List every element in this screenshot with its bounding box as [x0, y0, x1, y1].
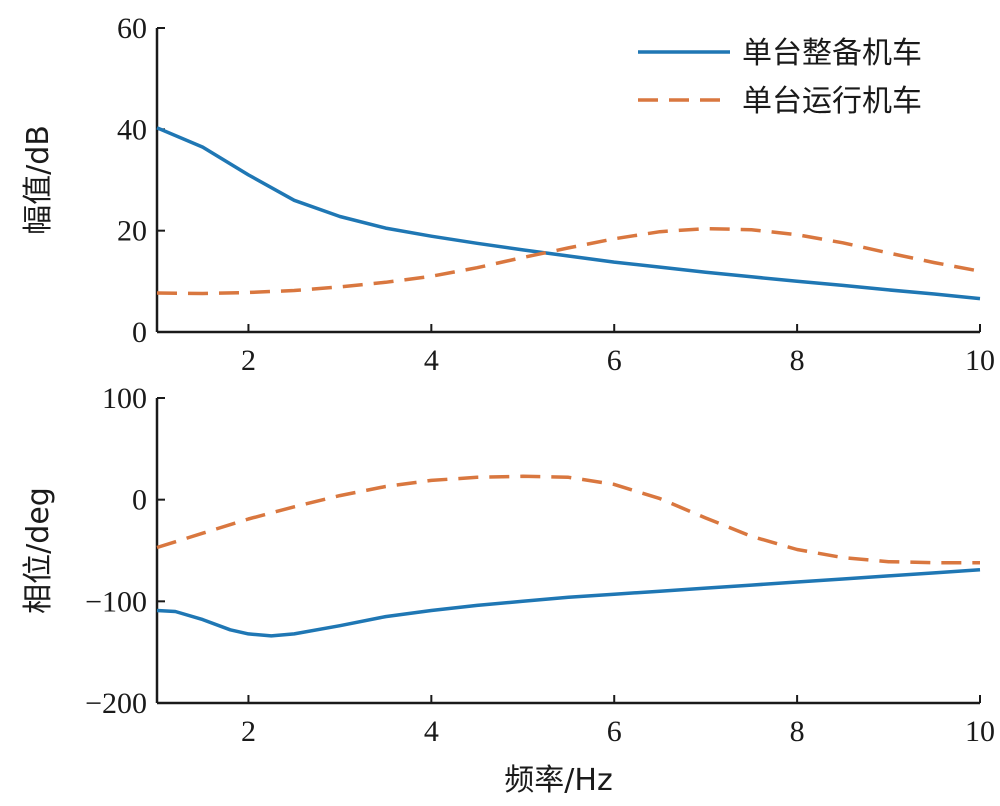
phase-x-axis-label: 频率/Hz — [504, 763, 612, 798]
phase-y-tick-label: 100 — [102, 382, 147, 415]
magnitude-x-tick-label: 4 — [424, 344, 439, 377]
magnitude-x-tick-label: 10 — [965, 344, 995, 377]
phase-series-line-2 — [156, 474, 980, 565]
magnitude-series-line-2 — [156, 226, 981, 296]
phase-x-tick-label: 10 — [965, 715, 995, 748]
phase-y-axis-label: 相位/deg — [21, 487, 56, 614]
magnitude-y-tick-label: 0 — [132, 316, 147, 349]
legend-label-1: 单台整备机车 — [742, 36, 922, 71]
magnitude-y-tick-label: 20 — [117, 215, 147, 248]
legend-label-2: 单台运行机车 — [742, 84, 922, 119]
magnitude-x-tick-label: 6 — [607, 344, 622, 377]
phase-y-tick-label: 0 — [132, 484, 147, 517]
magnitude-y-axis-label: 幅值/dB — [21, 125, 56, 235]
phase-x-tick-label: 4 — [424, 715, 439, 748]
magnitude-y-tick-label: 60 — [117, 12, 147, 45]
magnitude-x-tick-label: 8 — [790, 344, 805, 377]
phase-x-tick-label: 6 — [607, 715, 622, 748]
phase-y-tick-label: −100 — [85, 585, 147, 618]
magnitude-x-tick-label: 2 — [241, 344, 256, 377]
phase-series-line-1 — [156, 568, 981, 638]
magnitude-y-tick-label: 40 — [117, 113, 147, 146]
phase-x-tick-label: 2 — [241, 715, 256, 748]
magnitude-series-line-1 — [156, 126, 981, 301]
phase-x-tick-label: 8 — [790, 715, 805, 748]
phase-y-tick-label: −200 — [85, 687, 147, 720]
